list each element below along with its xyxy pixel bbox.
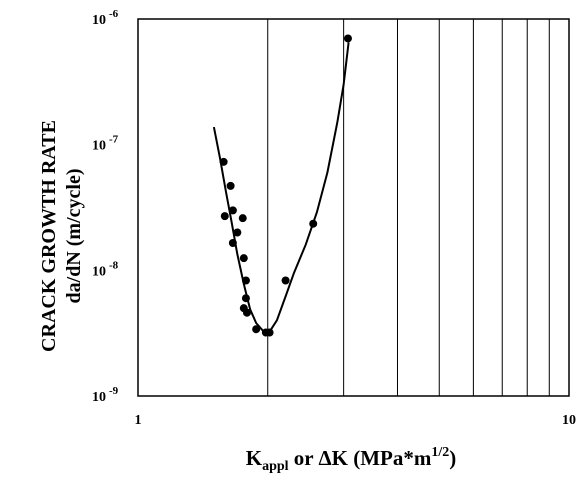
data-point (241, 294, 250, 303)
y-axis-label-line2: da/dN (m/cycle) (63, 169, 85, 304)
x-axis-label-sub: appl (262, 459, 289, 474)
x-gridlines (267, 19, 550, 396)
x-tick-labels: 1 10 (135, 413, 577, 428)
data-point (309, 219, 318, 228)
data-point (220, 212, 229, 221)
data-point (239, 254, 248, 263)
x-axis-label-close: ) (449, 446, 456, 470)
x-axis-label-sup: 1/2 (431, 445, 449, 460)
data-point (265, 328, 274, 337)
x-tick-label: 1 (135, 413, 142, 428)
x-tick-label: 10 (562, 413, 576, 428)
y-tick-label: 10 -7 (92, 134, 119, 154)
data-point (343, 34, 352, 43)
y-tick-labels: 10-9 10-8 10-7 10-6 (92, 8, 119, 405)
y-tick-label: 10 -6 (92, 8, 119, 28)
data-point (233, 228, 242, 237)
x-axis-label: Kappl or ΔK (MPa*m1/2) (246, 445, 457, 474)
data-point (241, 276, 250, 285)
y-tick-label: 10 -8 (92, 259, 119, 279)
data-point (238, 214, 247, 223)
data-point (281, 276, 290, 285)
x-axis-label-rest: or ΔK (MPa*m (289, 446, 432, 470)
data-point (226, 181, 235, 190)
plot-frame (137, 18, 570, 397)
data-point (219, 157, 228, 166)
data-point (252, 325, 261, 334)
data-points (219, 34, 352, 337)
data-point (228, 206, 237, 215)
data-point (228, 239, 237, 248)
x-axis-label-main: K (246, 446, 263, 470)
data-point (242, 308, 251, 317)
y-axis-label-line1: CRACK GROWTH RATE (38, 120, 60, 352)
y-tick-label: 10 -9 (92, 385, 119, 405)
